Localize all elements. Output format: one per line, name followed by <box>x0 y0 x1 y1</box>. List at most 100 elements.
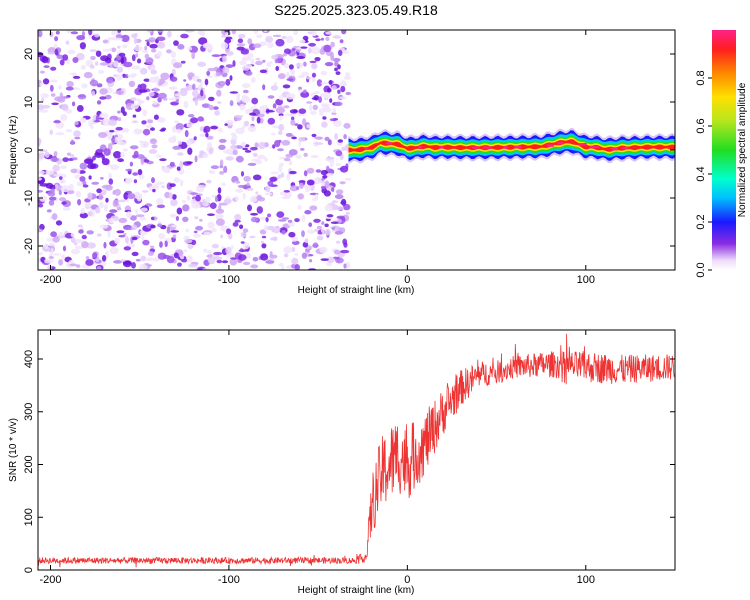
noise-speckle <box>276 211 285 218</box>
noise-speckle <box>345 91 352 96</box>
noise-speckle <box>117 117 122 122</box>
noise-speckle <box>206 135 214 140</box>
noise-speckle <box>150 216 155 221</box>
noise-speckle <box>314 228 319 232</box>
noise-speckle <box>118 234 126 238</box>
noise-speckle <box>53 43 58 49</box>
noise-speckle <box>298 89 303 93</box>
noise-speckle <box>65 40 70 45</box>
noise-speckle <box>79 42 86 50</box>
noise-speckle <box>285 132 293 137</box>
noise-speckle <box>250 212 259 216</box>
noise-speckle <box>113 151 122 159</box>
noise-speckle <box>46 237 54 242</box>
noise-speckle <box>80 207 85 214</box>
noise-speckle <box>176 207 183 215</box>
noise-speckle <box>161 127 167 131</box>
noise-speckle <box>195 194 202 202</box>
noise-speckle <box>66 80 74 88</box>
noise-speckle <box>237 184 245 188</box>
noise-speckle <box>225 246 232 255</box>
noise-speckle <box>125 168 133 172</box>
noise-speckle <box>203 128 208 133</box>
noise-speckle <box>124 74 129 79</box>
noise-speckle <box>185 30 195 33</box>
noise-speckle <box>141 190 149 193</box>
noise-speckle <box>263 105 269 108</box>
noise-speckle <box>202 42 212 49</box>
noise-speckle <box>180 33 189 39</box>
noise-speckle <box>300 148 305 151</box>
noise-speckle <box>117 199 127 203</box>
noise-speckle <box>285 113 292 116</box>
noise-speckle <box>199 184 207 188</box>
snr-series-line <box>38 333 675 568</box>
noise-speckle <box>148 37 156 43</box>
noise-speckle <box>220 42 229 50</box>
noise-speckle <box>131 262 136 269</box>
noise-speckle <box>177 44 185 50</box>
noise-speckle <box>261 243 267 249</box>
noise-speckle <box>131 224 138 231</box>
noise-speckle <box>183 79 187 82</box>
noise-speckle <box>139 230 146 235</box>
noise-speckle <box>137 58 142 64</box>
noise-speckle <box>141 120 147 125</box>
noise-speckle <box>265 185 271 193</box>
noise-speckle <box>96 188 102 194</box>
noise-speckle <box>73 130 81 138</box>
signal-ridge-core <box>610 148 618 151</box>
signal-ridge-core <box>546 144 554 147</box>
noise-speckle <box>68 72 76 76</box>
noise-speckle <box>240 141 247 147</box>
noise-speckle <box>107 36 111 44</box>
noise-speckle <box>306 179 315 186</box>
noise-speckle <box>151 144 158 149</box>
noise-speckle <box>70 236 76 243</box>
noise-speckle <box>335 71 341 75</box>
noise-speckle <box>267 95 275 99</box>
noise-speckle <box>260 240 264 244</box>
noise-speckle <box>194 216 199 220</box>
noise-speckle <box>168 136 177 144</box>
noise-speckle <box>49 196 57 201</box>
noise-speckle <box>290 119 296 126</box>
noise-speckle <box>133 179 138 184</box>
noise-speckle <box>242 228 249 233</box>
signal-ridge-core <box>418 146 423 149</box>
noise-speckle <box>301 252 307 259</box>
noise-speckle <box>245 70 253 76</box>
noise-speckle <box>149 43 158 49</box>
noise-speckle <box>236 155 244 163</box>
noise-speckle <box>279 115 283 121</box>
noise-speckle <box>149 138 158 145</box>
noise-speckle <box>269 176 278 182</box>
noise-speckle <box>252 256 259 262</box>
noise-speckle <box>114 130 119 134</box>
noise-speckle <box>126 211 132 219</box>
noise-speckle <box>169 86 175 90</box>
signal-ridge-core <box>439 146 444 149</box>
noise-speckle <box>44 258 54 264</box>
noise-speckle <box>282 217 290 220</box>
noise-speckle <box>225 156 234 161</box>
noise-speckle <box>256 206 263 214</box>
noise-speckle <box>318 96 322 103</box>
noise-speckle <box>259 69 267 74</box>
x-tick-label: 0 <box>404 574 410 586</box>
noise-speckle <box>96 100 102 105</box>
noise-speckle <box>103 148 111 156</box>
noise-speckle <box>281 35 287 40</box>
noise-speckle <box>186 139 192 147</box>
noise-speckle <box>197 116 204 122</box>
noise-speckle <box>101 158 110 166</box>
noise-speckle <box>50 79 58 83</box>
noise-speckle <box>76 105 84 112</box>
noise-speckle <box>98 132 108 138</box>
noise-speckle <box>332 35 342 39</box>
noise-speckle <box>211 243 219 249</box>
y-tick-label: 100 <box>23 508 35 526</box>
noise-speckle <box>60 113 68 122</box>
noise-speckle <box>175 123 184 131</box>
noise-speckle <box>264 192 273 196</box>
